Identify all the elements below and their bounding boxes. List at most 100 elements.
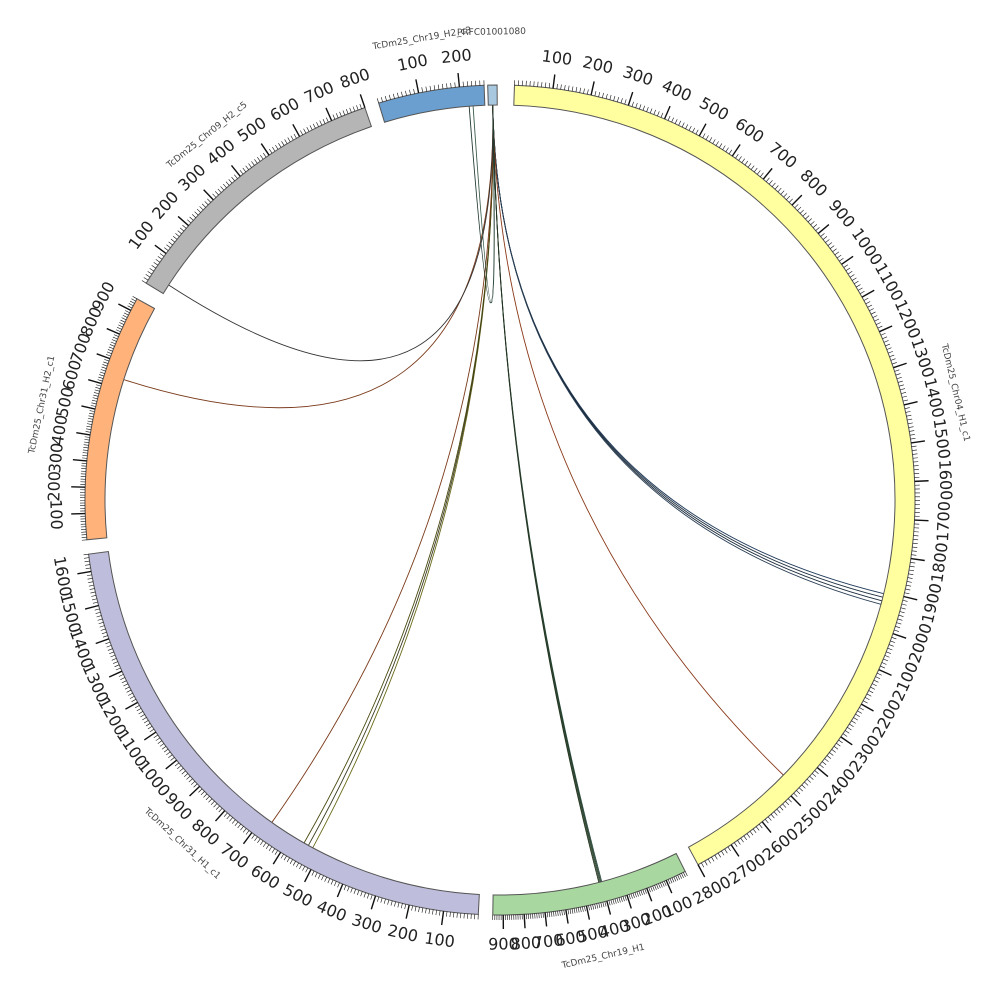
minor-tick [851,721,855,724]
minor-tick [775,185,778,189]
minor-tick [683,872,685,876]
minor-tick [238,824,241,828]
minor-tick [243,828,246,832]
major-tick [607,901,611,915]
tick-label: 100 [124,217,157,253]
minor-tick [653,886,655,891]
minor-tick [333,115,335,120]
minor-tick [140,714,144,717]
tick-label: 200 [44,471,64,502]
minor-tick [203,794,207,798]
major-tick [591,81,594,95]
major-tick [360,94,365,107]
minor-tick [796,790,800,793]
minor-tick [232,177,235,181]
minor-tick [737,840,740,844]
minor-tick [882,663,887,665]
minor-tick [794,793,798,797]
minor-tick [564,910,565,915]
tick-label: 700 [217,839,253,872]
major-tick [371,896,375,909]
minor-tick [803,213,807,216]
minor-tick [882,337,887,339]
minor-tick [898,381,903,382]
minor-tick [296,863,298,867]
minor-tick [93,602,98,603]
minor-tick [150,729,154,732]
minor-tick [865,697,869,699]
minor-tick [901,392,906,393]
minor-tick [367,894,369,899]
minor-tick [116,330,121,332]
minor-tick [822,762,826,765]
minor-tick [187,220,191,223]
minor-tick [169,242,173,245]
minor-tick [908,574,913,575]
minor-tick [602,93,603,98]
minor-tick [357,890,359,895]
major-tick [893,634,906,639]
major-tick [261,144,269,156]
minor-tick [180,768,184,771]
minor-tick [913,458,918,459]
minor-tick [306,868,308,872]
minor-tick [807,779,811,782]
minor-tick [682,123,684,127]
minor-tick [837,255,841,258]
minor-tick [160,744,164,747]
minor-tick [246,831,249,835]
minor-tick [845,730,849,733]
minor-tick [84,558,89,559]
minor-tick [422,87,423,92]
minor-tick [88,578,93,579]
link-chr04-0 [493,105,884,594]
minor-tick [908,578,913,579]
minor-tick [166,245,170,248]
major-tick [904,402,918,405]
minor-tick [678,875,680,880]
minor-tick [909,431,914,432]
minor-tick [343,110,345,115]
minor-tick [811,221,815,224]
minor-tick [125,310,129,312]
segment-name-prfc: PRFC01001080 [457,27,526,38]
minor-tick [884,340,889,342]
minor-tick [635,892,637,897]
minor-tick [595,91,596,96]
tick-label: 1700 [933,501,954,543]
minor-tick [754,168,757,172]
minor-tick [191,781,195,784]
minor-tick [795,204,799,208]
minor-tick [201,791,205,795]
minor-tick [643,106,645,111]
minor-tick [574,908,575,913]
minor-tick [572,909,573,914]
minor-tick [655,885,657,890]
minor-tick [92,599,97,600]
minor-tick [263,153,266,157]
minor-tick [802,785,806,788]
minor-tick [765,819,768,823]
minor-tick [197,209,201,212]
minor-tick [240,826,243,830]
minor-tick [601,903,602,908]
minor-tick [90,592,95,593]
minor-tick [148,271,152,274]
minor-tick [110,655,115,657]
minor-tick [243,168,246,172]
major-tick [731,845,739,857]
minor-tick [446,83,447,88]
minor-tick [101,629,106,631]
minor-tick [221,186,224,190]
minor-tick [870,687,874,689]
minor-tick [625,896,627,901]
tick-label: 1100 [871,260,907,305]
minor-tick [910,566,915,567]
minor-tick [120,320,125,322]
minor-tick [629,894,631,899]
minor-tick [543,913,544,918]
minor-tick [434,85,435,90]
minor-tick [100,626,105,628]
minor-tick [216,806,219,810]
